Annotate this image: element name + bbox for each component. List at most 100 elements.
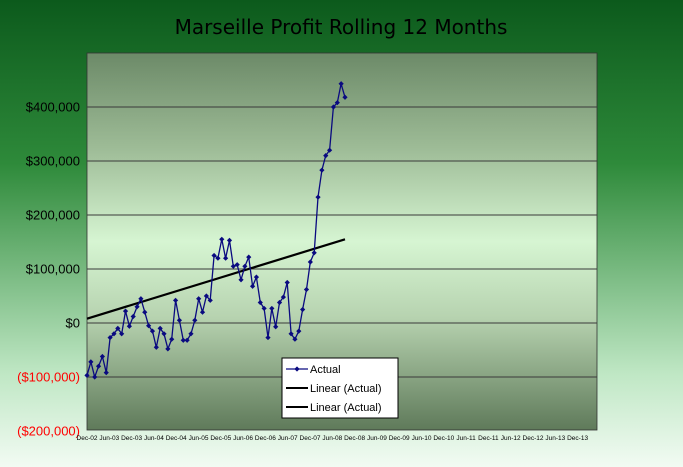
data-point [334,100,340,106]
data-point [103,370,109,376]
data-point [269,305,275,312]
trend-line [86,238,346,320]
data-point [142,309,148,315]
data-point [92,374,98,380]
y-tick-label: $100,000 [26,262,80,277]
data-point [211,252,217,259]
data-point [111,331,117,337]
data-point [342,94,348,100]
data-point [284,279,290,286]
data-point [207,297,213,303]
data-point [226,237,233,243]
data-point [188,331,194,337]
data-point [307,259,313,265]
data-point [249,283,256,289]
data-point [134,304,140,310]
x-tick-label: Jun-07 [278,435,298,442]
data-point [230,263,236,269]
legend-label: Linear (Actual) [310,402,382,414]
x-tick-label: Jun-10 [412,435,432,442]
y-tick-label: $300,000 [26,154,80,169]
data-point [276,299,283,306]
data-point [319,167,325,173]
data-point [146,323,152,329]
data-point [126,323,132,329]
data-point [311,250,317,256]
x-tick-label: Dec-02 [77,435,98,442]
data-point [234,262,240,268]
data-point [273,324,279,330]
data-point [330,104,337,110]
x-tick-label: Jun-08 [322,435,342,442]
x-tick-label: Dec-06 [255,435,276,442]
x-tick-label: Jun-12 [501,435,521,442]
data-point [292,336,298,342]
x-tick-label: Dec-05 [210,435,231,442]
x-tick-label: Jun-03 [99,435,119,442]
data-point [323,153,329,159]
data-point [196,296,202,302]
legend-label: Actual [310,364,341,376]
x-tick-label: Dec-10 [433,435,454,442]
data-point [280,294,286,300]
data-point [107,334,113,341]
x-tick-label: Dec-09 [389,435,410,442]
data-point [288,331,294,337]
x-tick-label: Jun-13 [545,435,565,442]
data-point [184,337,190,343]
x-tick-label: Jun-05 [189,435,209,442]
y-tick-label: ($200,000) [17,424,80,439]
data-point [238,277,244,283]
data-point [223,255,229,261]
data-point [88,359,94,365]
x-tick-label: Dec-03 [121,435,142,442]
data-point [338,81,344,87]
data-point [149,328,156,334]
data-point [130,313,136,320]
data-point [257,299,263,306]
data-point [176,317,183,323]
data-point [326,147,333,153]
x-tick-label: Dec-08 [344,435,365,442]
x-tick-label: Jun-11 [456,435,476,442]
data-point [119,331,125,337]
data-point [219,236,225,242]
x-tick-label: Dec-12 [523,435,544,442]
x-tick-label: Dec-13 [567,435,588,442]
x-tick-label: Jun-04 [144,435,164,442]
x-tick-label: Dec-04 [166,435,187,442]
data-point [315,194,321,200]
data-point [99,353,106,360]
data-point [199,309,206,315]
legend-marker [294,366,300,372]
chart-title: Marseille Profit Rolling 12 Months [175,15,508,39]
data-point [115,325,121,331]
data-point [246,254,252,260]
legend-label: Linear (Actual) [310,383,382,395]
data-point [169,336,175,342]
y-tick-label: $200,000 [26,208,80,223]
x-tick-label: Jun-09 [367,435,387,442]
data-point [138,296,144,302]
x-tick-label: Dec-11 [478,435,499,442]
data-point [242,263,248,269]
data-point [172,297,179,303]
data-point [300,306,306,313]
x-tick-label: Dec-07 [300,435,321,442]
data-point [192,317,198,323]
data-point [153,344,159,350]
y-tick-label: $0 [66,316,80,331]
data-point [157,325,163,331]
data-point [84,372,90,378]
data-point [95,363,102,369]
data-point [253,274,260,280]
data-point [296,328,302,334]
data-point [122,308,129,314]
y-tick-label: ($100,000) [17,370,80,385]
data-point [261,305,267,312]
x-tick-label: Jun-06 [233,435,253,442]
y-tick-label: $400,000 [26,100,80,115]
data-point [265,334,271,341]
